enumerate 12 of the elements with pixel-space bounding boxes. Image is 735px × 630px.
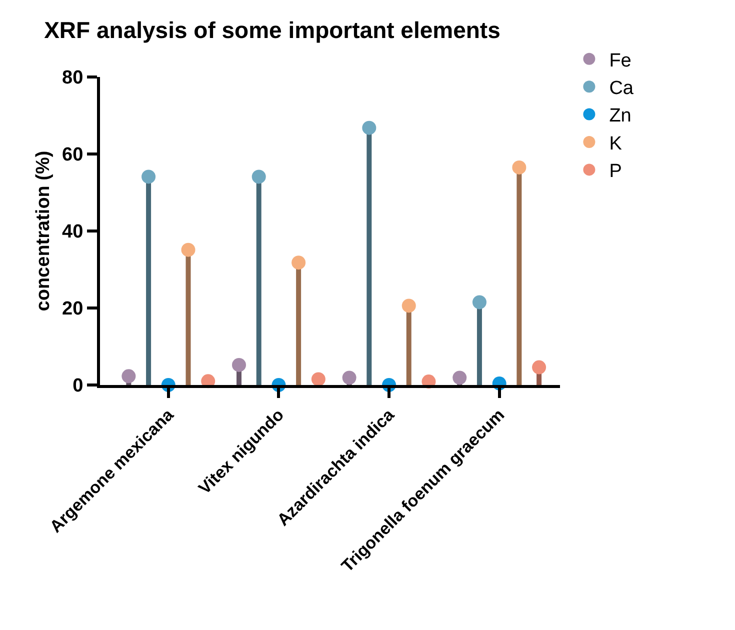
y-axis-title: concentration (%): [32, 150, 54, 312]
y-tick-label: 80: [62, 68, 84, 89]
y-tick-label: 40: [62, 222, 84, 243]
legend-label: Ca: [609, 78, 634, 99]
legend-label: Fe: [609, 50, 632, 72]
y-tick-label: 60: [62, 144, 84, 166]
y-tick-label: 0: [72, 376, 84, 397]
chart-title: XRF analysis of some important elements: [44, 17, 500, 44]
legend-label: P: [609, 161, 622, 182]
legend-label: K: [609, 133, 622, 154]
y-tick-label: 20: [62, 298, 84, 320]
legend-label: Zn: [609, 106, 632, 127]
